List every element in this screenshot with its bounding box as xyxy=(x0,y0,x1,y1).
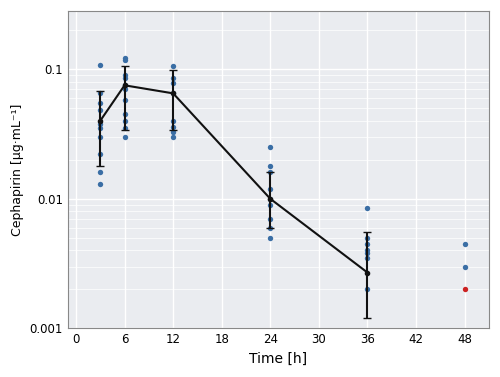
Point xyxy=(120,72,128,78)
Point xyxy=(460,241,468,247)
Point xyxy=(96,121,104,127)
Point xyxy=(120,134,128,140)
Point xyxy=(120,57,128,63)
Point xyxy=(266,196,274,202)
Point xyxy=(266,225,274,231)
Point xyxy=(169,134,177,140)
Point xyxy=(266,144,274,150)
Point xyxy=(169,129,177,135)
Y-axis label: Cephapirin [µg·mL⁻¹]: Cephapirin [µg·mL⁻¹] xyxy=(11,104,24,236)
Point xyxy=(120,111,128,117)
Point xyxy=(169,118,177,124)
Point xyxy=(96,151,104,157)
Point xyxy=(120,97,128,103)
Point xyxy=(120,55,128,61)
Point xyxy=(364,247,372,253)
Point xyxy=(96,181,104,187)
Point xyxy=(266,169,274,175)
Point xyxy=(120,75,128,81)
Point xyxy=(364,255,372,261)
Point xyxy=(460,264,468,270)
Point xyxy=(364,287,372,293)
Point xyxy=(169,90,177,97)
Point xyxy=(169,63,177,69)
Point xyxy=(96,62,104,68)
Point xyxy=(460,287,468,293)
Point xyxy=(120,118,128,124)
Point xyxy=(96,125,104,131)
Point xyxy=(364,241,372,247)
Point xyxy=(266,185,274,192)
Point xyxy=(120,82,128,88)
Point xyxy=(96,90,104,97)
Point xyxy=(266,162,274,169)
Point xyxy=(169,124,177,130)
X-axis label: Time [h]: Time [h] xyxy=(250,352,308,366)
Point xyxy=(120,86,128,92)
Point xyxy=(266,216,274,222)
Point xyxy=(96,169,104,175)
Point xyxy=(364,205,372,211)
Point xyxy=(169,80,177,86)
Point xyxy=(169,75,177,81)
Point xyxy=(266,202,274,208)
Point xyxy=(96,100,104,106)
Point xyxy=(266,235,274,241)
Point xyxy=(364,250,372,256)
Point xyxy=(96,134,104,140)
Point xyxy=(364,235,372,241)
Point xyxy=(96,107,104,113)
Point xyxy=(120,125,128,131)
